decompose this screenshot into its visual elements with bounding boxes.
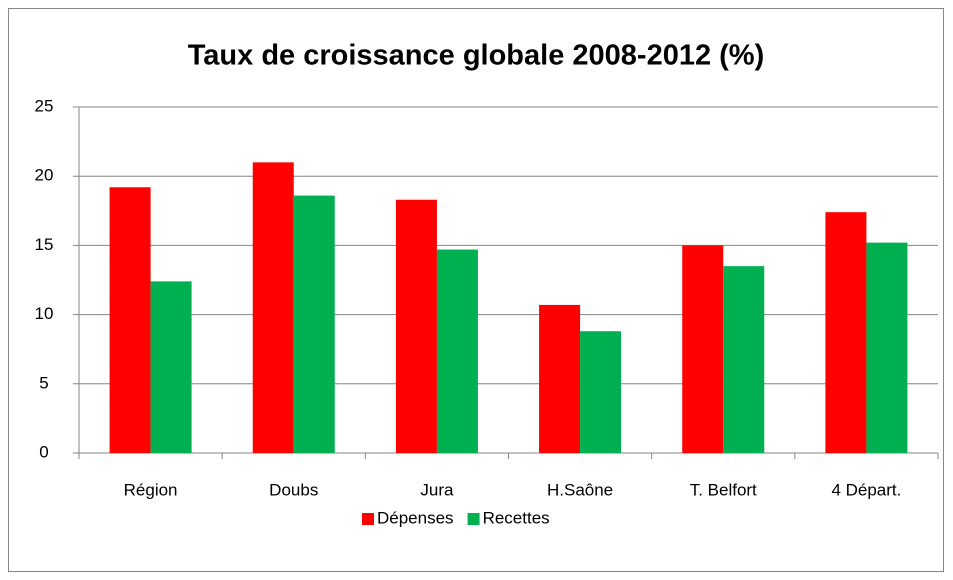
- y-tick-label: 0: [39, 442, 48, 461]
- bar: [109, 187, 151, 453]
- legend-swatch: [467, 513, 480, 525]
- bar: [580, 331, 622, 453]
- bar: [436, 249, 478, 453]
- y-tick-label: 15: [35, 235, 54, 254]
- bar: [825, 212, 867, 453]
- x-tick-label: T. Belfort: [690, 480, 757, 499]
- bar: [395, 199, 437, 453]
- y-tick-label: 5: [39, 373, 48, 392]
- legend-label: Recettes: [483, 508, 550, 527]
- bar: [539, 304, 581, 453]
- y-tick-label: 10: [35, 304, 54, 323]
- chart-title: Taux de croissance globale 2008-2012 (%): [188, 40, 765, 72]
- y-tick-label: 20: [35, 166, 54, 185]
- bar: [293, 195, 335, 454]
- bar: [866, 242, 908, 453]
- y-tick-label: 25: [35, 96, 54, 115]
- bar: [682, 245, 724, 453]
- bar: [723, 266, 765, 453]
- x-tick-label: Doubs: [269, 480, 318, 499]
- bar: [252, 162, 294, 454]
- x-tick-label: H.Saône: [547, 480, 613, 499]
- legend-swatch: [362, 513, 374, 525]
- x-tick-label: Jura: [420, 480, 454, 499]
- bar: [150, 281, 192, 453]
- x-tick-label: 4 Départ.: [831, 480, 901, 499]
- x-tick-label: Région: [124, 480, 178, 499]
- legend-label: Dépenses: [377, 508, 454, 527]
